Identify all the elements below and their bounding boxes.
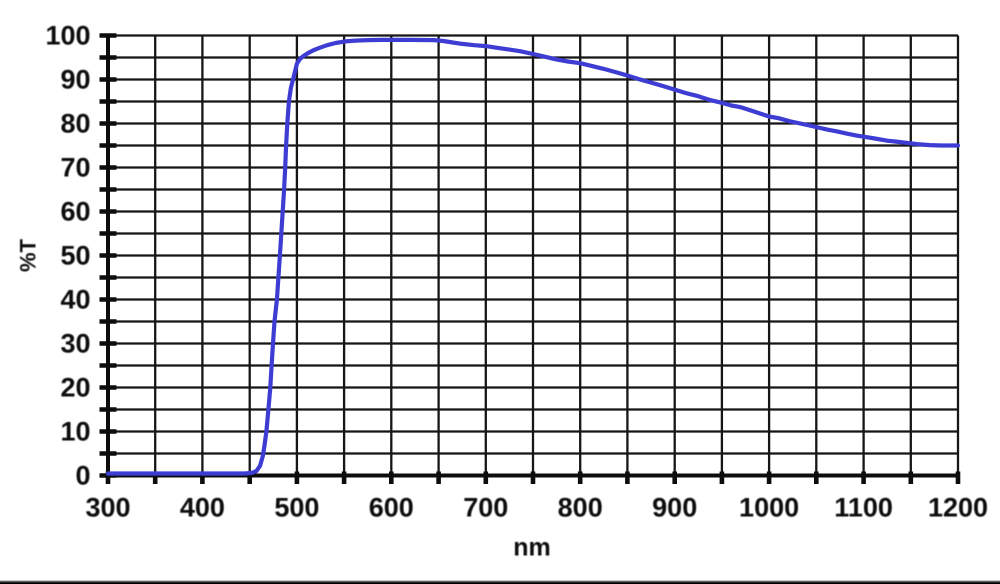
svg-text:nm: nm: [513, 534, 551, 562]
svg-text:100: 100: [45, 21, 90, 51]
svg-text:300: 300: [85, 493, 130, 523]
svg-text:1200: 1200: [928, 493, 988, 523]
svg-text:700: 700: [463, 493, 508, 523]
svg-text:90: 90: [60, 65, 90, 95]
svg-text:1000: 1000: [739, 493, 799, 523]
svg-text:500: 500: [274, 493, 319, 523]
svg-text:%T: %T: [16, 238, 41, 272]
svg-text:600: 600: [369, 493, 414, 523]
svg-text:1100: 1100: [834, 493, 893, 523]
svg-text:0: 0: [75, 461, 90, 491]
svg-text:400: 400: [180, 493, 225, 523]
svg-text:800: 800: [558, 493, 603, 523]
svg-text:70: 70: [60, 153, 90, 183]
svg-text:30: 30: [60, 329, 90, 359]
svg-text:20: 20: [60, 373, 90, 403]
svg-text:50: 50: [60, 241, 90, 271]
svg-text:900: 900: [652, 493, 697, 523]
svg-text:10: 10: [60, 417, 90, 447]
svg-text:80: 80: [60, 109, 90, 139]
svg-text:60: 60: [60, 197, 90, 227]
svg-text:40: 40: [60, 285, 90, 315]
